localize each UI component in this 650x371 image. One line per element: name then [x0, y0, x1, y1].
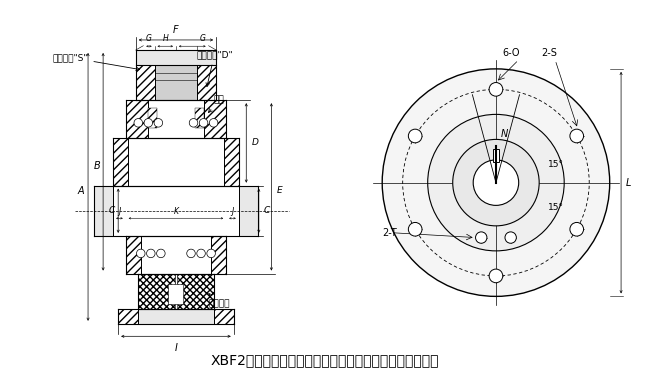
Text: H: H [162, 34, 168, 43]
Text: G: G [146, 34, 152, 43]
Text: 输入刚轮"S": 输入刚轮"S" [53, 53, 140, 70]
Text: 2-T: 2-T [382, 228, 397, 238]
Circle shape [154, 119, 162, 127]
Text: B: B [94, 161, 100, 171]
Circle shape [408, 223, 422, 236]
Circle shape [489, 269, 503, 283]
Circle shape [570, 223, 584, 236]
Bar [203, 100, 226, 138]
Text: 2-S: 2-S [541, 47, 557, 58]
Circle shape [187, 249, 195, 258]
Bar [155, 65, 198, 100]
Circle shape [157, 249, 165, 258]
Bar [118, 309, 138, 324]
Bar [195, 108, 203, 128]
Text: E: E [276, 186, 282, 195]
Text: J: J [118, 207, 120, 216]
Circle shape [146, 249, 155, 258]
Text: J: J [231, 207, 233, 216]
Circle shape [207, 249, 215, 258]
Text: XBF2系列相位调节器用谐波传动减速器外形及安装尺寸图: XBF2系列相位调节器用谐波传动减速器外形及安装尺寸图 [211, 353, 439, 367]
Bar [113, 186, 239, 236]
Circle shape [209, 119, 218, 127]
Bar [198, 65, 216, 100]
Bar [136, 50, 216, 65]
Bar [177, 273, 214, 309]
Text: 15°: 15° [548, 203, 564, 212]
Bar [94, 186, 113, 236]
Bar [136, 65, 155, 100]
Text: I: I [174, 342, 177, 352]
Bar [211, 236, 226, 273]
Text: G: G [200, 34, 206, 43]
Text: 15°: 15° [548, 160, 564, 169]
Text: 输出刚轮"D": 输出刚轮"D" [196, 50, 233, 86]
Bar [239, 186, 257, 236]
Text: C: C [109, 206, 115, 215]
Circle shape [136, 249, 145, 258]
Text: D: D [252, 138, 258, 147]
Bar [148, 100, 203, 138]
Circle shape [489, 82, 503, 96]
Text: F: F [173, 25, 179, 35]
Text: 柔轮: 柔轮 [209, 96, 224, 112]
Bar [148, 108, 157, 128]
Text: L: L [625, 178, 631, 188]
Circle shape [144, 119, 153, 127]
Text: 波发生器: 波发生器 [209, 293, 230, 308]
Bar [125, 236, 141, 273]
Bar [168, 283, 183, 303]
Bar [125, 100, 148, 138]
Bar [138, 273, 175, 309]
Circle shape [200, 119, 208, 127]
Circle shape [570, 129, 584, 143]
Circle shape [453, 139, 540, 226]
Bar [493, 148, 499, 162]
Bar [113, 138, 128, 186]
Circle shape [197, 249, 205, 258]
Circle shape [408, 129, 422, 143]
Text: C: C [264, 206, 270, 215]
Bar [138, 309, 214, 324]
Text: K: K [174, 207, 179, 216]
Circle shape [134, 119, 142, 127]
Circle shape [382, 69, 610, 296]
Bar [128, 138, 224, 186]
Bar [214, 309, 234, 324]
Circle shape [428, 114, 564, 251]
Circle shape [476, 232, 487, 243]
Bar [224, 138, 239, 186]
Circle shape [189, 119, 198, 127]
Circle shape [473, 160, 519, 206]
Text: N: N [500, 129, 508, 139]
Text: A: A [77, 186, 84, 196]
Text: 6-O: 6-O [503, 47, 520, 58]
Circle shape [505, 232, 516, 243]
Bar [141, 236, 211, 273]
